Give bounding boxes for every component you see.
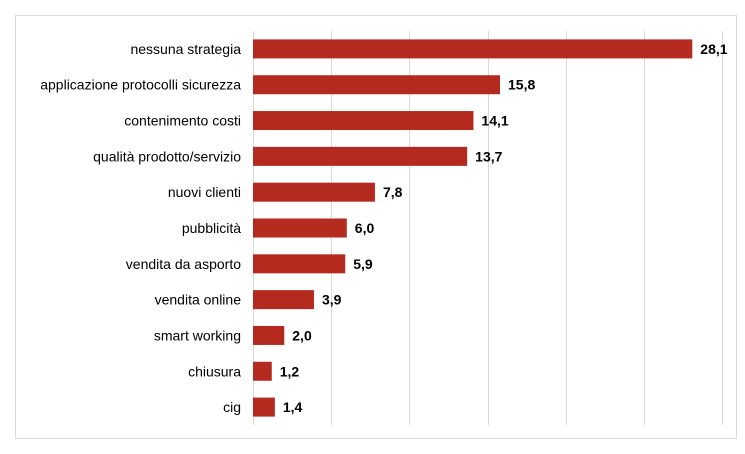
bar	[253, 290, 314, 310]
bar	[253, 254, 346, 274]
gridlines	[253, 31, 723, 425]
category-label: smart working	[154, 327, 241, 343]
category-label: chiusura	[188, 363, 241, 379]
bar	[253, 111, 474, 131]
data-label: 28,1	[700, 41, 727, 57]
data-label: 2,0	[292, 327, 312, 343]
data-label: 7,8	[383, 184, 403, 200]
bar	[253, 325, 285, 345]
category-label: vendita online	[155, 292, 242, 308]
data-label: 3,9	[322, 292, 342, 308]
category-label: pubblicità	[182, 220, 241, 236]
data-label: 1,4	[283, 399, 303, 415]
category-label: cig	[223, 399, 241, 415]
data-label: 13,7	[475, 148, 502, 164]
value-labels: 28,1 15,8 14,1 13,7 7,8 6,0 5,9 3,9 2,0 1,2 1,4	[280, 41, 728, 415]
category-label: nessuna strategia	[130, 41, 241, 57]
bars	[253, 39, 693, 417]
data-label: 14,1	[481, 113, 508, 129]
category-label: vendita da asporto	[126, 256, 241, 272]
bar	[253, 397, 275, 417]
data-label: 6,0	[355, 220, 375, 236]
bar	[253, 75, 501, 95]
data-label: 15,8	[508, 77, 535, 93]
data-label: 5,9	[353, 256, 373, 272]
bar	[253, 218, 347, 238]
category-label: qualità prodotto/servizio	[93, 148, 241, 164]
bar	[253, 182, 375, 202]
bar	[253, 146, 468, 166]
category-label: nuovi clienti	[168, 184, 241, 200]
bar	[253, 39, 693, 59]
bar	[253, 361, 272, 381]
category-labels: nessuna strategia applicazione protocolli…	[40, 41, 241, 415]
data-label: 1,2	[280, 363, 300, 379]
category-label: contenimento costi	[124, 113, 241, 129]
category-label: applicazione protocolli sicurezza	[40, 77, 241, 93]
